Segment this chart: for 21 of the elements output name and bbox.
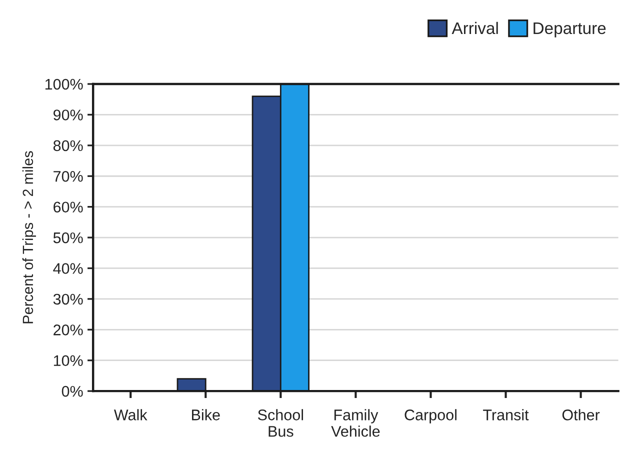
x-tick-label: Other bbox=[562, 409, 600, 420]
y-tick-label: 20% bbox=[54, 324, 83, 336]
x-tick-label: Transit bbox=[483, 409, 529, 420]
y-tick-label: 60% bbox=[54, 202, 83, 213]
x-tick-label: Family Vehicle bbox=[331, 409, 380, 437]
y-tick-label: 40% bbox=[53, 263, 83, 274]
y-tick-label: 90% bbox=[54, 110, 83, 120]
y-tick-label: 50% bbox=[53, 232, 83, 244]
legend-label: Arrival bbox=[452, 22, 498, 34]
y-tick-label: 100% bbox=[45, 78, 83, 90]
y-tick-label: 80% bbox=[53, 140, 83, 152]
legend-label: Departure bbox=[534, 22, 606, 38]
y-tick-label: 0% bbox=[62, 386, 83, 397]
y-axis-title: Percent of Trips - > 2 miles bbox=[22, 151, 36, 324]
x-tick-label: Carpool bbox=[404, 409, 456, 424]
x-tick-label: Bike bbox=[192, 409, 220, 420]
x-tick-label: Walk bbox=[114, 409, 148, 420]
y-tick-label: 10% bbox=[54, 355, 83, 366]
y-tick-label: 30% bbox=[53, 294, 83, 305]
y-tick-label: 70% bbox=[54, 170, 83, 182]
x-tick-label: School Bus bbox=[258, 409, 304, 437]
